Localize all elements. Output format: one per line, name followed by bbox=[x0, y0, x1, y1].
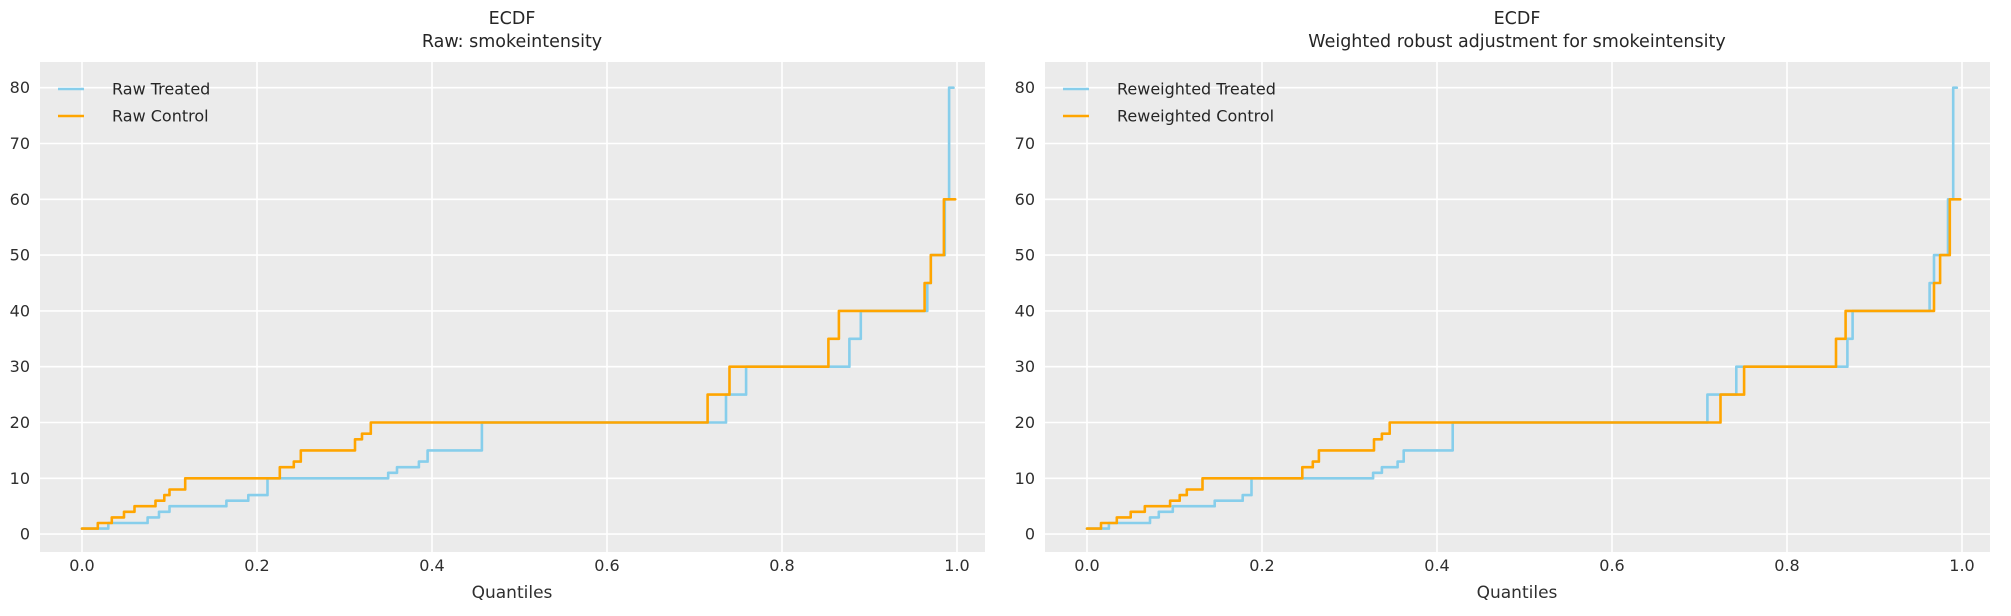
x-tick-label: 0.2 bbox=[244, 556, 269, 575]
chart-title-line-2: Weighted robust adjustment for smokeinte… bbox=[1308, 32, 1725, 52]
x-tick-label: 1.0 bbox=[944, 556, 969, 575]
y-tick-label: 10 bbox=[1015, 469, 1035, 488]
x-tick-label: 0.8 bbox=[769, 556, 794, 575]
series-reweighted-treated bbox=[1085, 86, 1959, 530]
y-tick-label: 80 bbox=[1015, 78, 1035, 97]
series-reweighted-control bbox=[1085, 198, 1962, 530]
y-tick-label: 60 bbox=[10, 190, 30, 209]
series-raw-control bbox=[80, 198, 957, 530]
x-tick-label: 1.0 bbox=[1949, 556, 1974, 575]
legend-label-reweighted-treated: Reweighted Treated bbox=[1117, 80, 1276, 99]
y-tick-label: 0 bbox=[1025, 525, 1035, 544]
y-tick-label: 10 bbox=[10, 469, 30, 488]
legend-label-raw-control: Raw Control bbox=[112, 107, 209, 126]
y-tick-label: 20 bbox=[10, 413, 30, 432]
x-tick-label: 0.2 bbox=[1249, 556, 1274, 575]
chart-title-line-1: ECDF bbox=[489, 9, 536, 29]
chart-weighted: 0.0 0.2 0.4 0.6 0.8 1.0 0 10 20 30 40 50 60 70 80 Quant… bbox=[1005, 0, 2010, 611]
x-tick-label: 0.0 bbox=[1074, 556, 1099, 575]
x-tick-label: 0.8 bbox=[1774, 556, 1799, 575]
y-tick-label: 50 bbox=[1015, 246, 1035, 265]
y-tick-label: 50 bbox=[10, 246, 30, 265]
x-axis-label: Quantiles bbox=[1477, 583, 1558, 603]
chart-title-line-2: Raw: smokeintensity bbox=[422, 32, 602, 52]
y-tick-label: 40 bbox=[10, 301, 30, 320]
y-tick-label: 30 bbox=[1015, 357, 1035, 376]
chart-weighted-canvas: 0.0 0.2 0.4 0.6 0.8 1.0 0 10 20 30 40 50 60 70 80 Quant… bbox=[1015, 9, 1990, 603]
chart-raw-canvas: 0.0 0.2 0.4 0.6 0.8 1.0 0 10 20 30 40 50 60 70 80 Quant… bbox=[10, 9, 985, 603]
y-tick-label: 20 bbox=[1015, 413, 1035, 432]
x-tick-label: 0.4 bbox=[419, 556, 444, 575]
x-tick-label: 0.0 bbox=[69, 556, 94, 575]
y-tick-label: 0 bbox=[20, 525, 30, 544]
legend-label-reweighted-control: Reweighted Control bbox=[1117, 107, 1274, 126]
y-tick-label: 80 bbox=[10, 78, 30, 97]
y-tick-label: 70 bbox=[10, 134, 30, 153]
y-tick-label: 60 bbox=[1015, 190, 1035, 209]
y-tick-label: 30 bbox=[10, 357, 30, 376]
chart-title-line-1: ECDF bbox=[1494, 9, 1541, 29]
x-tick-label: 0.4 bbox=[1424, 556, 1449, 575]
y-tick-label: 70 bbox=[1015, 134, 1035, 153]
x-tick-label: 0.6 bbox=[1599, 556, 1624, 575]
chart-raw: 0.0 0.2 0.4 0.6 0.8 1.0 0 10 20 30 40 50 60 70 80 Quant… bbox=[0, 0, 1005, 611]
legend-label-raw-treated: Raw Treated bbox=[112, 80, 210, 99]
x-axis-label: Quantiles bbox=[472, 583, 553, 603]
x-tick-label: 0.6 bbox=[594, 556, 619, 575]
y-tick-label: 40 bbox=[1015, 301, 1035, 320]
